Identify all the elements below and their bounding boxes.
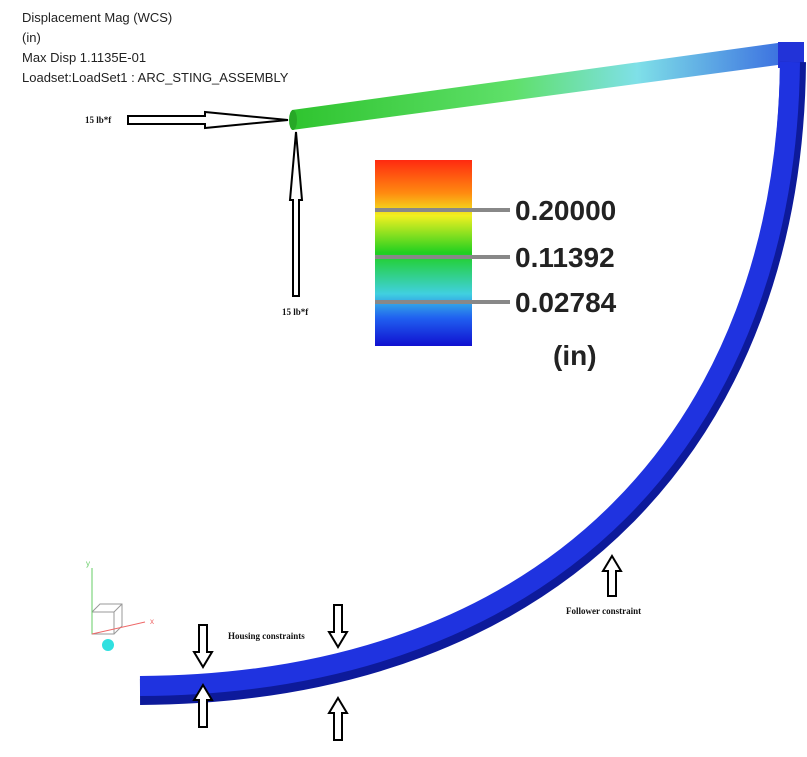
header-line: Loadset:LoadSet1 : ARC_STING_ASSEMBLY [22, 70, 289, 85]
rod-end [289, 110, 297, 130]
axis-label: y [86, 559, 90, 568]
axis-label: x [150, 617, 154, 626]
header-line: (in) [22, 30, 41, 45]
header-line: Displacement Mag (WCS) [22, 10, 172, 25]
level-value: 0.20000 [515, 195, 616, 226]
level-value: 0.11392 [515, 242, 615, 273]
load-label: 15 lb*f [85, 115, 112, 125]
constraint-label: Housing constraints [228, 631, 305, 641]
level-value: 0.02784 [515, 287, 617, 318]
viewport: Displacement Mag (WCS) (in) Max Disp 1.1… [0, 0, 807, 757]
legend-unit: (in) [553, 340, 597, 371]
color-scale [375, 160, 472, 346]
constraint-label: Follower constraint [566, 606, 641, 616]
header-line: Max Disp 1.1135E-01 [22, 50, 146, 65]
load-label: 15 lb*f [282, 307, 309, 317]
